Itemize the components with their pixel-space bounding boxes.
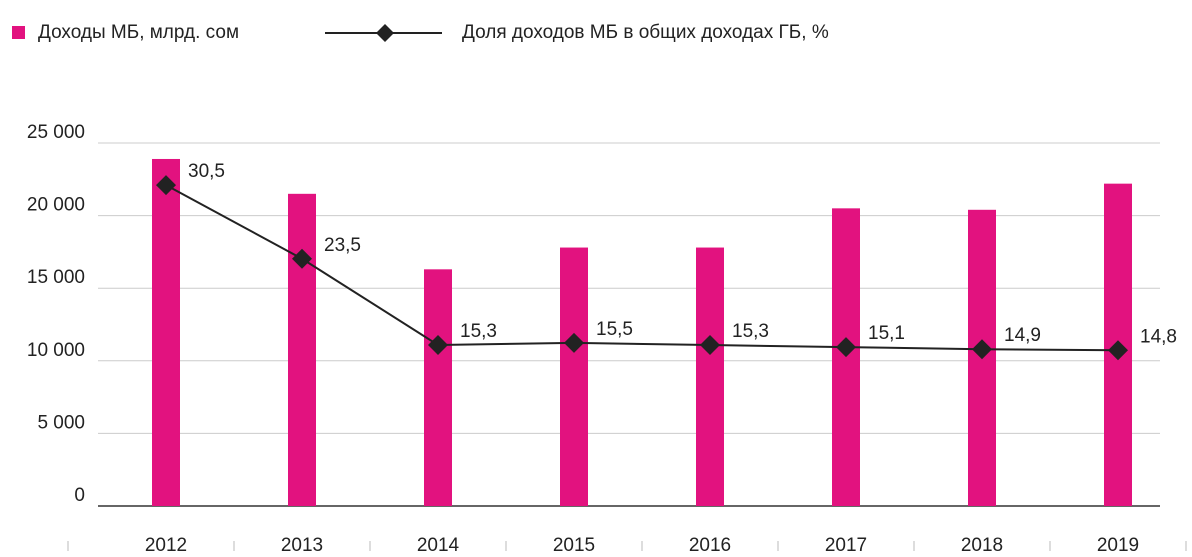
x-tick-label: 2019 [1097, 535, 1139, 556]
line-marker [972, 339, 992, 360]
legend-swatch [12, 26, 25, 39]
y-tick-label: 15 000 [27, 267, 85, 288]
data-label: 14,9 [1004, 325, 1041, 346]
bar [696, 247, 724, 506]
legend-label: Доходы МБ, млрд. сом [38, 22, 239, 43]
x-tick-label: 2015 [553, 535, 595, 556]
y-tick-label: 0 [74, 485, 85, 506]
x-tick-label: 2016 [689, 535, 731, 556]
bar [832, 208, 860, 506]
line-marker [836, 337, 856, 358]
y-tick-label: 20 000 [27, 195, 85, 216]
x-tick-label: 2017 [825, 535, 867, 556]
x-tick-label: 2013 [281, 535, 323, 556]
line-marker [292, 248, 312, 269]
bar [288, 193, 316, 506]
y-tick-label: 25 000 [27, 122, 85, 143]
y-tick-label: 5 000 [37, 412, 85, 433]
legend-marker [376, 24, 394, 42]
y-tick-label: 10 000 [27, 340, 85, 361]
data-label: 15,3 [460, 321, 497, 342]
x-tick-label: 2018 [961, 535, 1003, 556]
bar [560, 247, 588, 506]
line-marker [156, 175, 176, 196]
data-label: 23,5 [324, 235, 361, 256]
data-label: 15,1 [868, 323, 905, 344]
line-marker [428, 335, 448, 356]
data-label: 14,8 [1140, 326, 1177, 347]
legend-label: Доля доходов МБ в общих доходах ГБ, % [462, 22, 829, 43]
x-tick-label: 2014 [417, 535, 460, 556]
x-tick-label: 2012 [145, 535, 187, 556]
bar [424, 269, 452, 506]
data-label: 15,3 [732, 321, 769, 342]
line-marker [564, 332, 584, 353]
line-marker [1108, 340, 1128, 361]
data-label: 15,5 [596, 319, 633, 340]
bar [152, 158, 180, 507]
data-label: 30,5 [188, 161, 225, 182]
line-marker [700, 335, 720, 356]
line [165, 184, 1119, 352]
